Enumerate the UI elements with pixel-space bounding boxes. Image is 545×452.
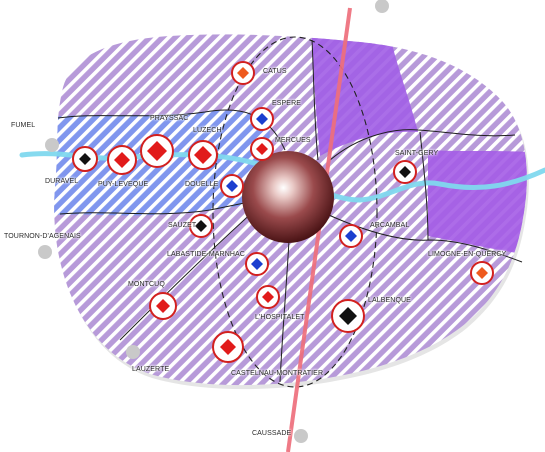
town-marker-limogne [470,261,494,285]
town-label-arcambal: ARCAMBAL [370,222,410,229]
town-marker-sauzet [189,214,213,238]
town-label-castelnau: CASTELNAU-MONTRATIER [231,370,324,377]
town-marker-espere [250,107,274,131]
town-label-praysac: PRAYSSAC [150,115,189,122]
town-marker-montcuq [149,292,177,320]
town-marker-luzech [188,140,218,170]
town-label-espere: ESPERE [272,100,301,107]
dense-zone-east [428,150,527,255]
town-label-tournon: TOURNON-D'AGENAIS [4,233,81,240]
urban-area-boundary [212,36,378,388]
town-label-limogne: LIMOGNE-EN-QUERCY [428,251,507,258]
town-label-luzech: LUZECH [193,127,222,134]
town-label-duravel: DURAVEL [45,178,79,185]
town-label-catus: CATUS [263,68,287,75]
town-marker-douelle [220,174,244,198]
town-label-lhospitalet: L'HOSPITALET [255,314,305,321]
town-marker-castelnau [212,331,244,363]
town-label-mercues: MERCUES [275,137,311,144]
town-label-labastide: LABASTIDE-MARNHAC [167,251,245,258]
town-marker-lhospitalet [256,285,280,309]
town-marker-praysac [140,134,174,168]
town-label-montcuq: MONTCUQ [128,281,165,288]
town-marker-saintgery [393,160,417,184]
town-label-lalbenque: LALBENQUE [368,297,411,304]
town-label-douelle: DOUELLE [185,181,219,188]
town-label-puylevque: PUY-LEVEQUE [98,181,149,188]
town-label-sauzet: SAUZET [168,222,197,229]
town-marker-mercues [250,137,274,161]
town-label-caussade: CAUSSADE [252,430,292,437]
town-marker-puylevque [107,145,137,175]
outside-towns [38,0,389,443]
town-markers [72,61,494,363]
dense-zone-north [312,36,418,156]
cahors-center [242,151,334,243]
town-marker-arcambal [339,224,363,248]
town-marker-catus [231,61,255,85]
town-label-fumel: FUMEL [11,122,36,129]
town-marker-lalbenque [331,299,365,333]
town-label-saintgery: SAINT-GERY [395,150,439,157]
town-label-lauzerte: LAUZERTE [132,366,170,373]
town-marker-labastide [245,252,269,276]
town-marker-duravel [72,146,98,172]
